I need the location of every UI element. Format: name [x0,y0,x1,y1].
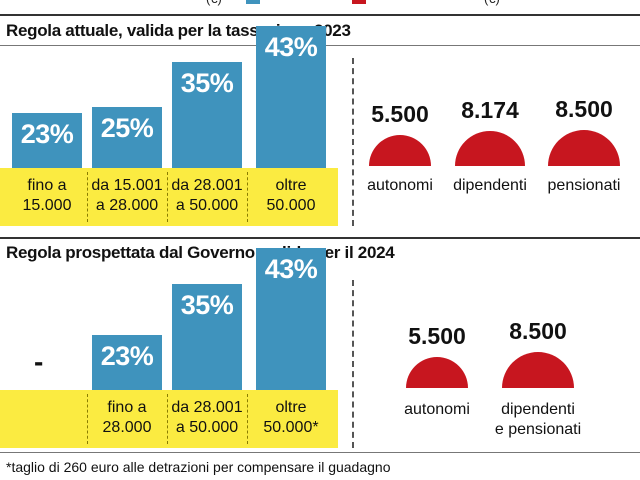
section-divider-top [0,14,640,16]
dome-2 [502,352,574,388]
category-label-4: oltre 50.000 [266,177,316,214]
bar-4: 43% [256,248,326,390]
band-separator [247,394,248,444]
band-separator [87,394,88,444]
legend-swatch-red [352,0,366,4]
dome-1 [369,135,431,166]
section-divider-2024 [0,237,640,239]
divider-2024 [352,280,354,448]
legend-strip: (€) (€) [0,0,640,8]
footnote: *taglio di 260 euro alle detrazioni per … [6,459,391,475]
category-label-4: oltre 50.000* [263,399,319,436]
dome-value-1: 5.500 [371,101,429,127]
category-label-2: da 15.001 a 28.000 [91,177,163,214]
bar-2: 25% [92,107,162,168]
legend-partial-text: (€) [206,0,222,6]
bar-4: 43% [256,26,326,168]
bar-3: 35% [172,284,242,390]
band-2024 [0,390,338,448]
category-label-3: da 28.001 a 50.000 [171,177,243,214]
bar-1-empty: - [34,346,44,377]
band-separator [247,172,248,222]
band-separator [167,394,168,444]
bar-1: 23% [12,113,82,168]
dome-value-3: 8.500 [555,96,613,122]
category-label-2: fino a 28.000 [102,399,152,436]
dome-2 [455,131,525,166]
dome-label-2: dipendenti e pensionati [494,401,582,438]
band-2023 [0,168,338,226]
dome-value-2: 8.500 [509,318,567,344]
category-label-3: da 28.001 a 50.000 [171,399,243,436]
dome-label-3: pensionati [547,177,621,194]
dome-label-2: dipendenti [453,177,527,194]
dome-label-1: autonomi [367,177,433,194]
dome-value-2: 8.174 [461,97,519,123]
dome-3 [548,130,620,166]
category-label-1: fino a 15.000 [22,177,72,214]
bar-2: 23% [92,335,162,390]
dome-label-1: autonomi [404,401,470,418]
dome-1 [406,357,468,388]
legend-partial-text-2: (€) [484,0,500,6]
bar-3: 35% [172,62,242,168]
section-title-2024: Regola prospettata dal Governo, valida p… [6,243,395,262]
legend-swatch-blue [246,0,260,4]
band-separator [167,172,168,222]
divider-2023 [352,58,354,226]
dome-value-1: 5.500 [408,323,466,349]
band-separator [87,172,88,222]
footer-divider [0,452,640,453]
